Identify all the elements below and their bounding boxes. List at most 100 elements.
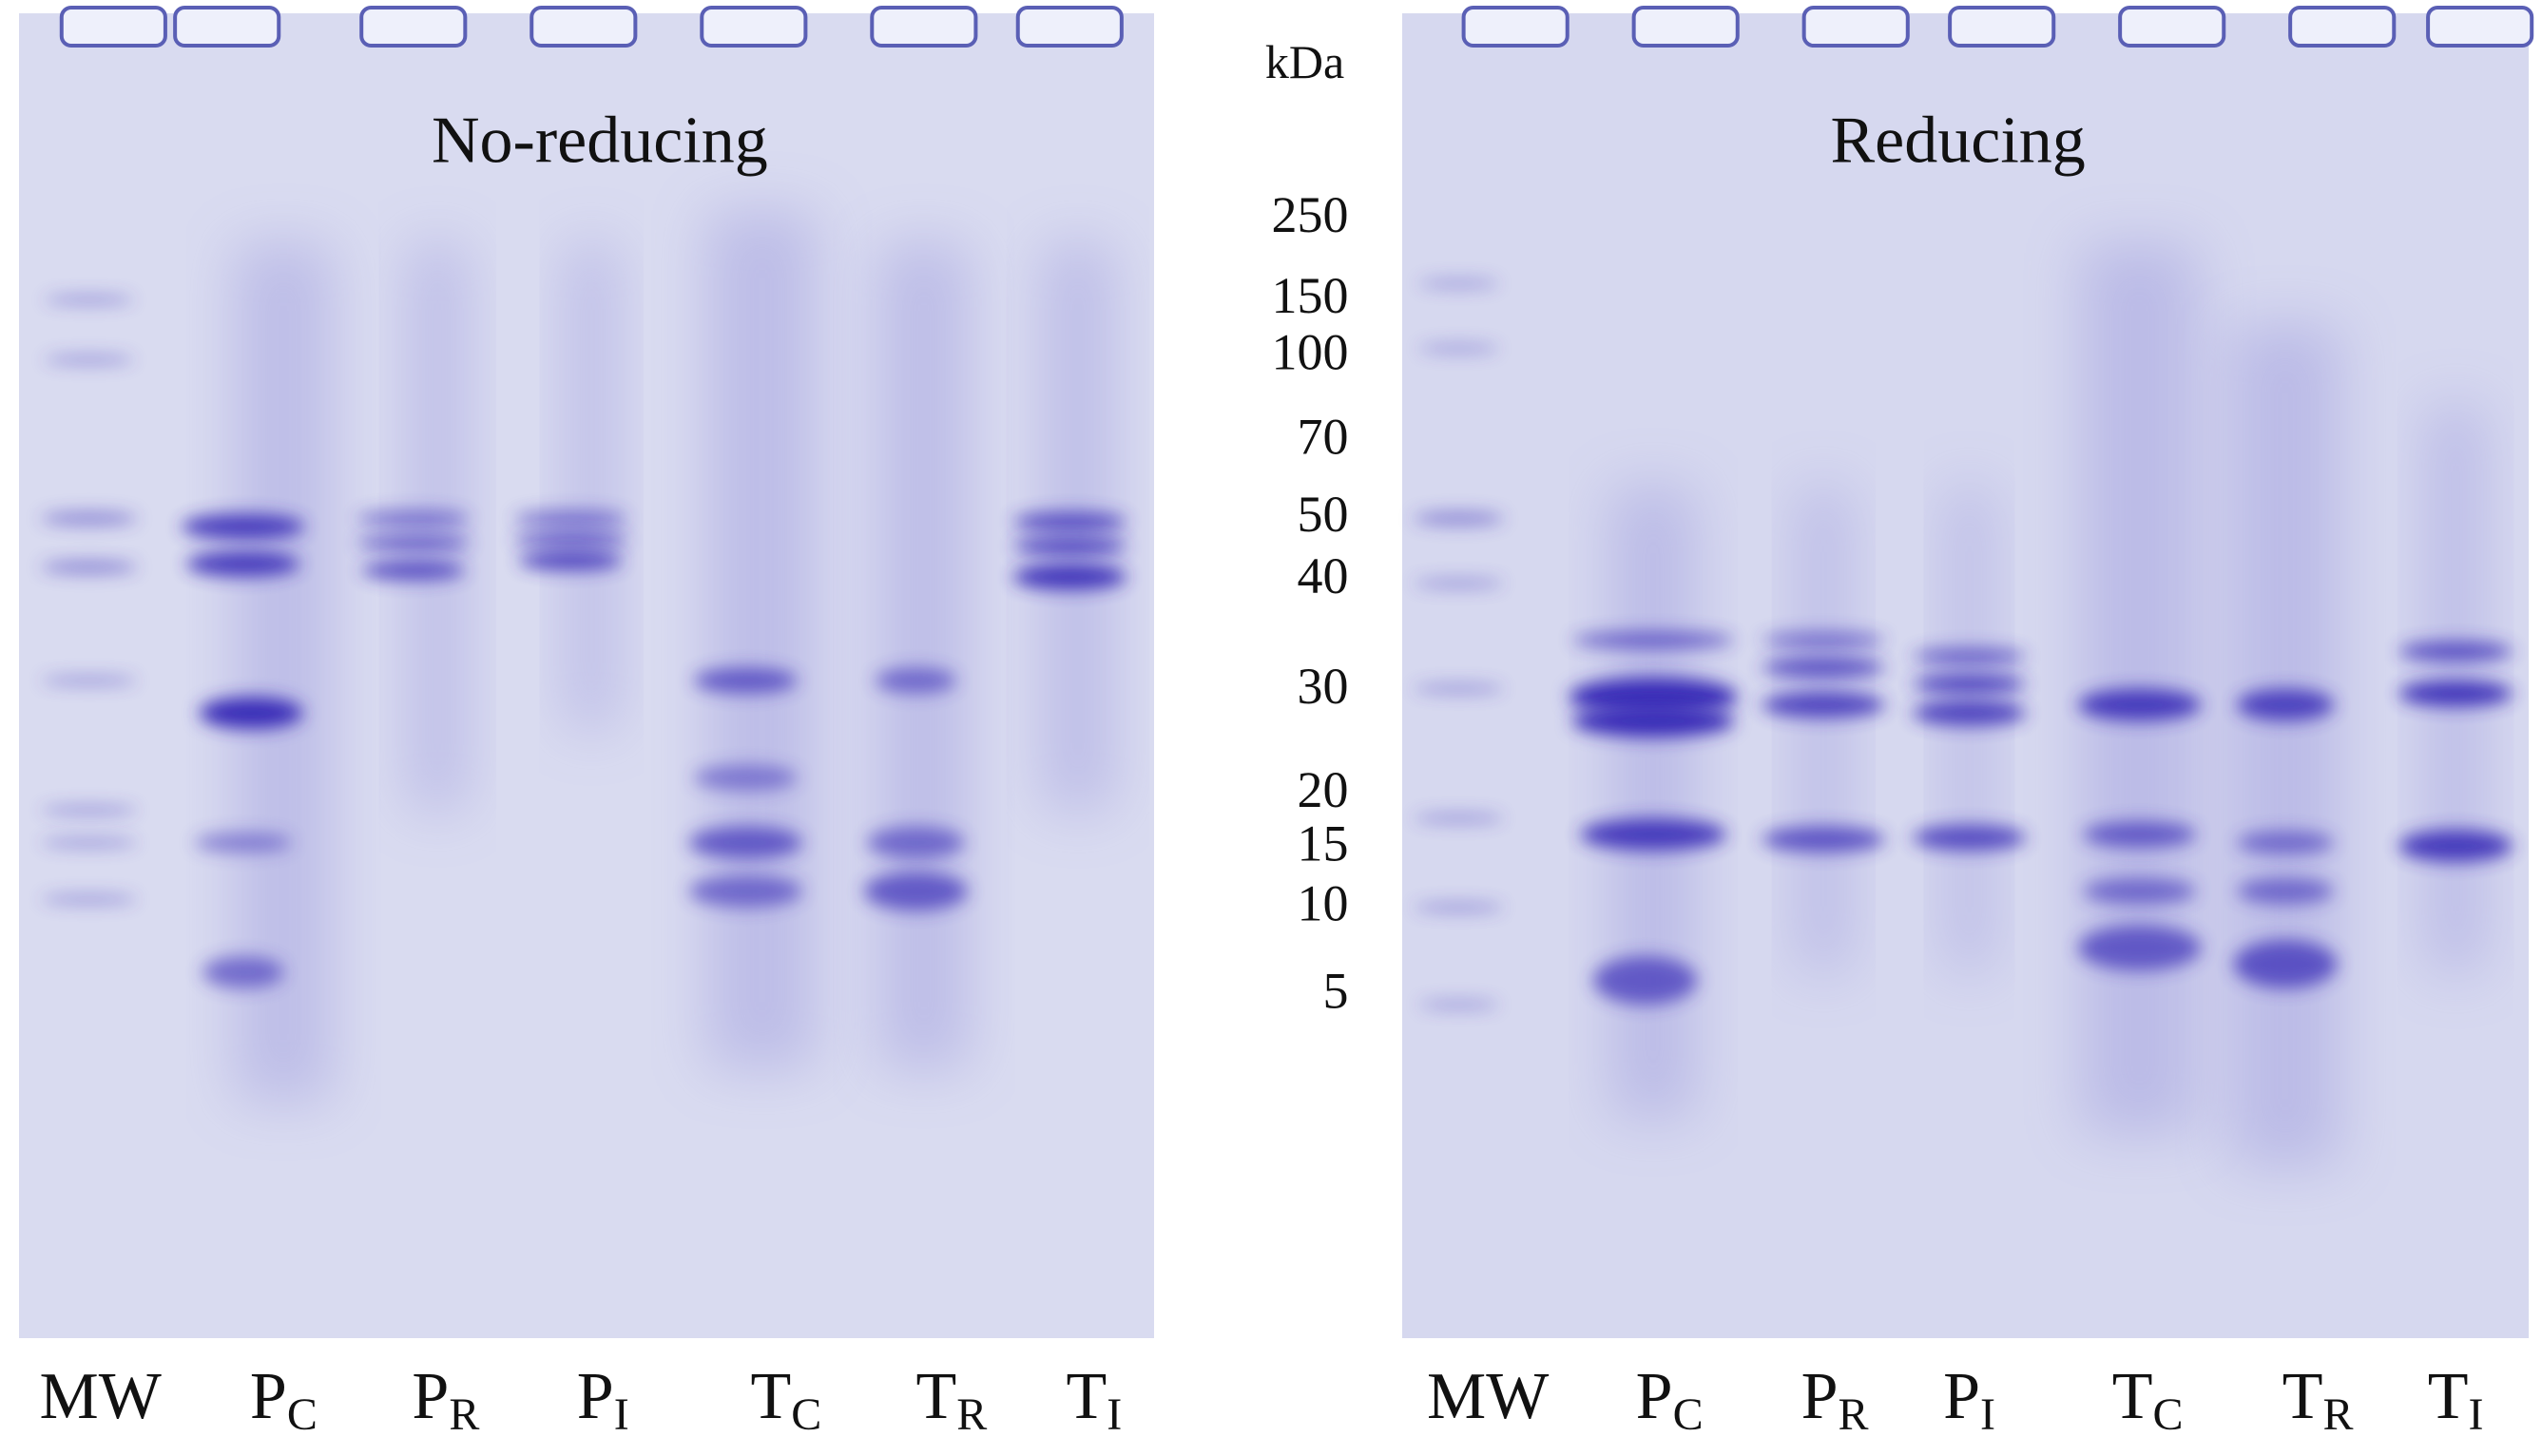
band: [693, 764, 798, 792]
lane-label-sub: C: [1673, 1389, 1704, 1440]
lane-label-sub: C: [2153, 1389, 2184, 1440]
lane-label-sub: R: [1839, 1389, 1869, 1440]
lane-label-main: P: [250, 1360, 287, 1433]
band: [2082, 878, 2197, 905]
band: [1762, 692, 1885, 718]
well: [1631, 6, 1740, 48]
band: [1413, 578, 1505, 588]
well: [1801, 6, 1910, 48]
lane-label-sub: R: [449, 1389, 479, 1440]
band: [1012, 564, 1127, 590]
marker-label: 150: [1272, 267, 1349, 324]
band: [1762, 631, 1885, 648]
band: [1912, 648, 2027, 665]
band: [688, 826, 802, 859]
band: [356, 510, 471, 527]
bands: [40, 6, 2534, 1167]
band: [518, 550, 623, 571]
marker-label: 30: [1298, 658, 1349, 715]
lane-label-main: P: [412, 1360, 449, 1433]
panel-title: No-reducing: [432, 105, 768, 178]
lane-label: TR: [2282, 1360, 2354, 1440]
lane-label: TI: [2428, 1360, 2484, 1440]
band: [40, 894, 138, 905]
band: [1413, 511, 1505, 526]
smear: [706, 210, 818, 1070]
band: [199, 697, 303, 730]
lane-label-sub: C: [791, 1389, 821, 1440]
lane-label: PR: [412, 1360, 479, 1440]
lane-label-sub: I: [1107, 1389, 1122, 1440]
well: [870, 6, 978, 48]
well: [1461, 6, 1569, 48]
lane-label-sub: I: [614, 1389, 629, 1440]
lane-label: TR: [915, 1360, 987, 1440]
lane-label-main: P: [1801, 1360, 1839, 1433]
marker-label: 250: [1272, 186, 1349, 243]
panel-title: Reducing: [1830, 105, 2085, 178]
band: [1912, 824, 2027, 852]
well: [59, 6, 167, 48]
lane-label: MW: [40, 1360, 162, 1433]
band: [2398, 642, 2513, 661]
band: [1413, 683, 1505, 694]
smear: [1946, 486, 1993, 972]
well: [530, 6, 638, 48]
band: [875, 667, 956, 694]
lane-label-main: P: [577, 1360, 614, 1433]
well: [2426, 6, 2534, 48]
band: [202, 955, 284, 989]
band: [2398, 829, 2513, 863]
smear: [878, 242, 970, 1070]
band: [1012, 536, 1127, 556]
marker-label: 5: [1323, 963, 1349, 1020]
band: [1012, 511, 1127, 532]
band: [1912, 674, 2027, 694]
band: [867, 826, 965, 859]
lane-label: PC: [1636, 1360, 1704, 1440]
band: [194, 833, 292, 853]
band: [40, 511, 138, 526]
band: [2398, 680, 2513, 707]
lane-label-main: T: [751, 1360, 792, 1433]
well: [1015, 6, 1124, 48]
marker-label: 50: [1298, 486, 1349, 543]
lane-label: TC: [2112, 1360, 2184, 1440]
well: [1948, 6, 2056, 48]
lane-label-main: T: [2282, 1360, 2323, 1433]
band: [513, 510, 627, 527]
band: [1569, 677, 1738, 717]
lane-label-sub: I: [2468, 1389, 2483, 1440]
lane-label: PI: [1943, 1360, 1995, 1440]
band: [40, 560, 138, 574]
well: [2118, 6, 2226, 48]
lane-label-sub: I: [1980, 1389, 1995, 1440]
marker-unit: kDa: [1265, 35, 1344, 88]
band: [181, 513, 305, 540]
smear: [1797, 486, 1850, 972]
lane-label-sub: C: [287, 1389, 318, 1440]
smear: [1610, 486, 1696, 1119]
band: [1413, 813, 1505, 824]
lane-label: PI: [577, 1360, 629, 1440]
band: [2236, 688, 2335, 721]
lane-label-main: T: [2428, 1360, 2469, 1433]
band: [361, 560, 466, 581]
lane-label: PR: [1801, 1360, 1869, 1440]
band: [1413, 902, 1505, 912]
band: [688, 874, 802, 908]
smear: [408, 242, 468, 811]
band: [1762, 826, 1885, 853]
band: [1762, 658, 1885, 678]
band: [356, 534, 471, 551]
lane-label: TC: [751, 1360, 822, 1440]
lane-label-main: T: [2112, 1360, 2153, 1433]
marker-label: 40: [1298, 547, 1349, 604]
lane-label: TI: [1067, 1360, 1123, 1440]
lane-label-sub: R: [956, 1389, 987, 1440]
band: [1571, 631, 1735, 648]
marker-label: 10: [1298, 874, 1349, 931]
band: [1571, 704, 1735, 738]
band: [44, 295, 135, 305]
